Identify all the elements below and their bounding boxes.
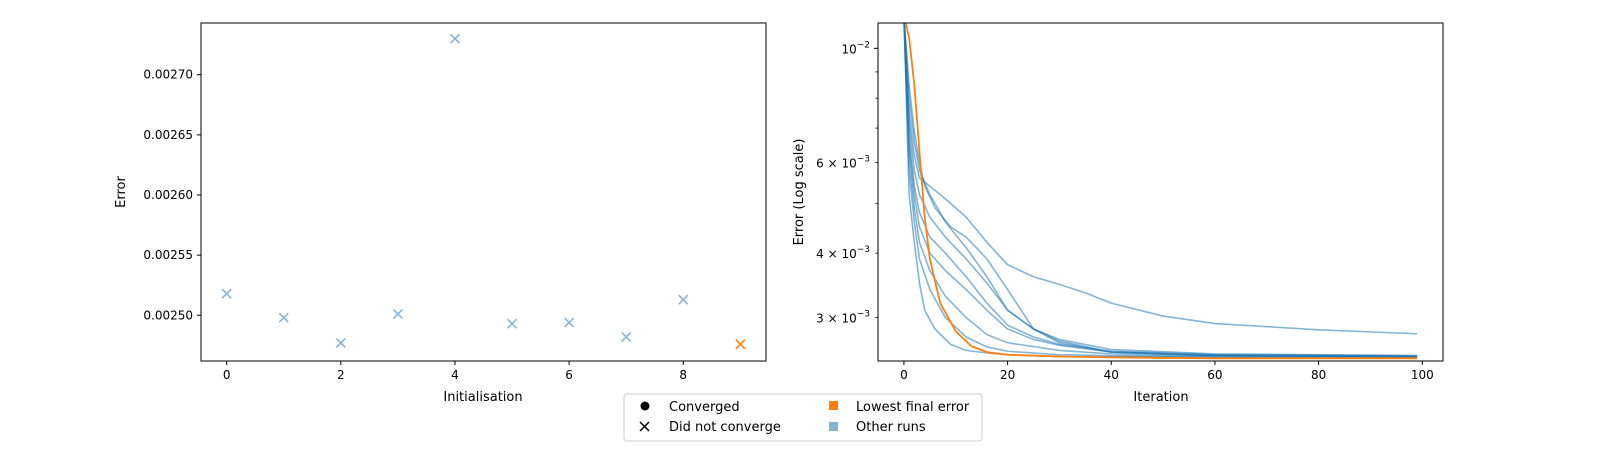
right-x-tick: 80 [1311,361,1326,382]
left-y-tick: 0.00270 [143,68,201,82]
right-x-tick: 100 [1411,361,1434,382]
right-x-tick-label: 100 [1411,368,1434,382]
right-plot-background [878,23,1443,361]
left-x-tick: 0 [223,361,231,382]
left-x-tick-label: 6 [565,368,573,382]
right-x-tick: 20 [1000,361,1015,382]
left-y-tick-label: 0.00265 [143,128,193,142]
right-y-minor-tick-label: 6 × 10−3 [816,155,870,171]
left-x-tick-label: 4 [451,368,459,382]
series-line [903,23,1418,358]
series-line-lowest [904,23,1418,360]
left-y-tick: 0.00265 [143,128,201,142]
legend-converged-marker [640,401,650,411]
left-y-tick: 0.00255 [143,248,201,262]
left-x-ticks: 0 2 4 6 8 [223,361,687,382]
right-x-ticks: 0 20 40 60 80 100 [900,361,1434,382]
left-scatter-panel: 0 2 4 6 8 0.00250 0.00255 0.00260 0.00265 0.0027… [114,22,767,405]
legend-did-not-converge-marker [639,421,650,432]
scatter-point [621,331,632,343]
scatter-point [335,337,346,349]
left-y-tick-label: 0.00255 [143,248,193,262]
legend-box [623,393,983,442]
left-y-axis-label: Error [114,176,129,208]
scatter-point [278,312,289,323]
right-y-minor-tick-label: 4 × 10−3 [816,245,870,261]
right-y-axis-label: Error (Log scale) [792,139,807,246]
left-y-tick: 0.00250 [143,308,201,322]
right-y-ticks: 10−2 3 × 10−3 4 × 10−3 6 × 10−3 [816,40,878,326]
left-y-tick-label: 0.00250 [143,308,193,322]
right-x-tick-label: 60 [1207,368,1222,382]
right-y-major-tick-label: 10−2 [841,40,870,56]
left-y-tick-label: 0.00270 [143,68,193,82]
scatter-point [564,317,575,328]
scatter-point [449,33,461,44]
right-x-tick: 60 [1207,361,1223,382]
left-y-tick: 0.00260 [143,188,201,202]
left-x-tick-label: 2 [337,368,345,382]
scatter-point [506,318,518,329]
scatter-point [678,294,689,305]
legend-did-not-converge-label: Did not converge [669,420,781,435]
left-y-tick-label: 0.00260 [143,188,193,202]
right-x-tick-label: 80 [1311,368,1326,382]
left-x-tick: 8 [679,361,687,382]
right-line-panel: 0 20 40 60 80 100 10−2 3 × 10−3 4 × 10−3 6 × 10−… [792,22,1444,405]
legend-converged-label: Converged [669,400,740,415]
legend-lowest-final-error-label: Lowest final error [856,400,970,415]
series-line [903,23,1418,358]
right-x-tick: 40 [1104,361,1119,382]
right-x-tick: 0 [900,361,908,382]
series-line [903,23,1418,357]
left-x-tick-label: 8 [679,368,687,382]
right-x-tick-label: 0 [900,368,908,382]
legend: Converged Did not converge Lowest final … [623,393,983,442]
legend-lowest-final-error-marker [829,401,838,410]
scatter-point [221,288,232,299]
scatter-point [392,309,403,320]
scatter-point-lowest [735,339,746,350]
series-line [903,23,1418,359]
left-x-axis-label: Initialisation [443,390,522,405]
left-x-tick: 6 [565,361,573,382]
right-x-tick-label: 20 [1000,368,1015,382]
legend-other-runs-label: Other runs [856,420,926,435]
right-series-lines [903,23,1418,360]
series-line [903,23,1418,335]
series-line [903,23,1418,358]
left-scatter-points [221,33,746,350]
right-plot-frame [877,22,1444,362]
right-x-tick-label: 40 [1104,368,1119,382]
right-y-minor-tick-label: 3 × 10−3 [816,310,870,326]
right-x-axis-label: Iteration [1133,390,1188,405]
legend-other-runs-marker [829,422,838,431]
left-x-tick-label: 0 [223,368,231,382]
left-plot-frame [200,22,767,362]
left-x-tick: 4 [451,361,459,382]
left-y-ticks: 0.00250 0.00255 0.00260 0.00265 0.00270 [143,68,201,322]
right-y-major-tick: 10−2 [841,40,878,56]
left-x-tick: 2 [337,361,345,382]
